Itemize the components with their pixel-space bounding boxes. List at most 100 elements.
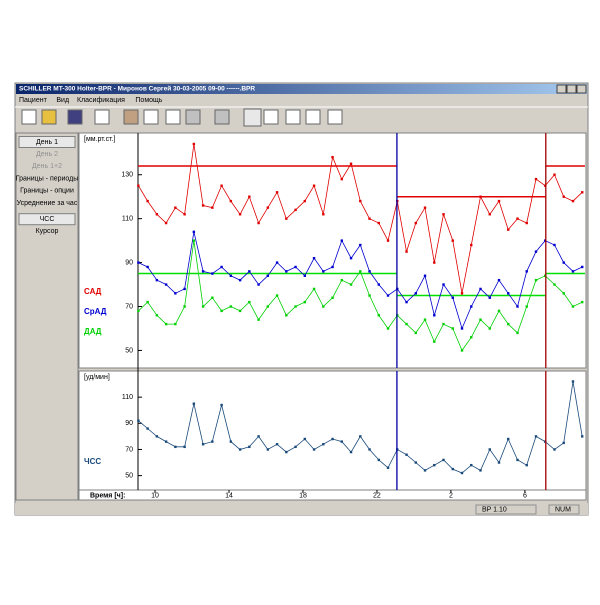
data-point <box>137 261 140 264</box>
data-point <box>359 435 362 438</box>
data-point <box>349 283 353 286</box>
table-button[interactable] <box>285 109 301 125</box>
sidebar-button[interactable] <box>18 213 76 226</box>
data-point <box>562 261 565 264</box>
data-point <box>386 294 390 297</box>
data-point <box>238 448 242 451</box>
data-point <box>386 466 390 469</box>
y-tick-label: 50 <box>125 347 133 354</box>
stats-button[interactable] <box>305 109 321 125</box>
sidebar-item[interactable]: Границы - периоды <box>16 175 79 182</box>
data-point <box>183 445 186 449</box>
data-point <box>312 256 316 260</box>
data-point <box>155 213 159 216</box>
y-tick-label: 90 <box>125 259 133 266</box>
data-point <box>192 239 196 242</box>
new-button[interactable] <box>21 109 37 125</box>
data-point <box>312 448 316 451</box>
data-point <box>571 305 575 308</box>
save-button[interactable] <box>67 109 83 125</box>
data-point <box>534 177 538 181</box>
data-point <box>137 309 140 313</box>
data-point <box>497 309 501 313</box>
data-point <box>553 173 556 176</box>
data-point <box>312 287 316 291</box>
settings-button[interactable] <box>214 109 230 125</box>
menu-item[interactable]: Помощь <box>135 97 162 104</box>
chart-button[interactable] <box>243 108 262 127</box>
data-point <box>460 349 464 352</box>
legend-label: ЧСС <box>84 457 101 466</box>
status-text: NUM <box>555 506 571 513</box>
x-tick-label: 22 <box>373 492 381 499</box>
data-point <box>497 461 501 464</box>
data-point <box>405 322 408 326</box>
data-point <box>479 469 482 472</box>
data-point <box>488 296 491 299</box>
data-point <box>571 270 575 273</box>
sidebar-item[interactable]: День 1 <box>36 139 58 146</box>
data-point <box>201 305 205 308</box>
data-point <box>497 278 501 282</box>
legend-label: ДАД <box>84 327 102 336</box>
sidebar-button[interactable] <box>18 136 76 148</box>
data-point <box>238 213 242 216</box>
data-point <box>516 217 519 220</box>
data-point <box>414 331 417 335</box>
window-button[interactable] <box>327 109 343 125</box>
data-point <box>368 270 371 273</box>
sidebar-item[interactable]: Границы - опции <box>20 188 74 195</box>
data-point <box>146 265 149 269</box>
data-point <box>442 213 445 216</box>
mail-button[interactable] <box>94 109 110 125</box>
data-point <box>137 419 140 422</box>
data-point <box>275 191 279 194</box>
maximize-button[interactable] <box>566 84 577 94</box>
sidebar-item: День 1+2 <box>32 163 62 170</box>
data-point <box>488 448 491 451</box>
patient-button[interactable] <box>123 109 139 125</box>
window-buttons[interactable] <box>556 84 587 94</box>
menu-item[interactable]: Вид <box>56 97 69 104</box>
data-point <box>460 471 464 475</box>
bar-chart-button[interactable] <box>263 109 279 125</box>
data-point <box>507 437 510 441</box>
report-button[interactable] <box>143 109 159 125</box>
sidebar-item[interactable]: ЧСС <box>40 216 55 223</box>
close-button[interactable] <box>576 84 587 94</box>
open-button[interactable] <box>41 109 57 125</box>
data-point <box>349 162 353 165</box>
y-axis-label: [мм.рт.ст.] <box>84 136 116 143</box>
hr-panel <box>78 370 587 491</box>
data-point <box>488 327 491 330</box>
menu-item[interactable]: Класификация <box>77 97 125 104</box>
data-point <box>423 469 427 472</box>
data-point <box>460 292 464 295</box>
minimize-button[interactable] <box>556 84 567 94</box>
print-button[interactable] <box>185 109 201 125</box>
data-point <box>516 458 519 462</box>
data-point <box>525 270 528 273</box>
data-point <box>294 208 297 212</box>
data-point <box>470 243 473 247</box>
menu-item[interactable]: Пациент <box>19 97 48 104</box>
window-title: SCHILLER MT-300 Holter-BPR - Миронов Сер… <box>19 85 255 93</box>
sidebar-item[interactable]: Курсор <box>36 228 59 235</box>
data-point <box>451 327 454 330</box>
data-point <box>553 448 556 451</box>
data-point <box>331 296 334 299</box>
data-point <box>442 458 445 462</box>
y-tick-label: 70 <box>125 303 133 310</box>
data-point <box>303 274 307 277</box>
toolbar <box>15 106 588 127</box>
data-point <box>266 305 270 308</box>
sidebar-item: День 2 <box>36 151 58 158</box>
sidebar-item[interactable]: Усреднение за час <box>17 200 78 207</box>
data-point <box>534 435 538 438</box>
preview-button[interactable] <box>165 109 181 125</box>
data-point <box>248 195 251 198</box>
data-point <box>571 380 575 383</box>
status-bar <box>15 503 588 515</box>
y-tick-label: 50 <box>125 472 133 479</box>
data-point <box>248 270 251 273</box>
